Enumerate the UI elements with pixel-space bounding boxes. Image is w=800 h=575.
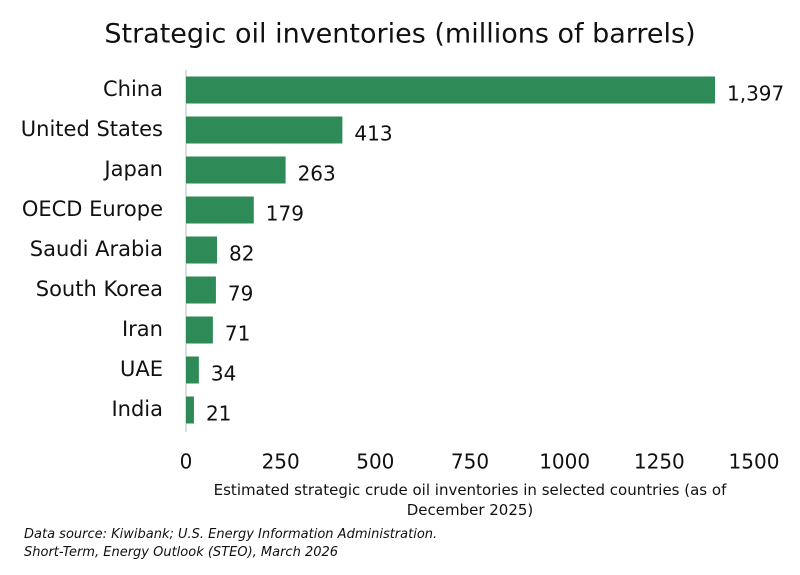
y-tick-label: Saudi Arabia [30, 237, 163, 261]
value-label: 71 [225, 322, 250, 346]
value-label: 1,397 [727, 82, 784, 106]
bar [186, 276, 216, 304]
y-tick-label: Japan [102, 157, 163, 181]
bar [186, 196, 254, 224]
value-label: 34 [211, 362, 236, 386]
bar [186, 76, 715, 104]
x-tick-label: 1500 [729, 450, 780, 474]
y-tick-label: UAE [120, 357, 163, 381]
chart-title: Strategic oil inventories (millions of b… [104, 19, 695, 50]
x-tick-label: 1000 [539, 450, 590, 474]
bar [186, 156, 286, 184]
source-note: Data source: Kiwibank; U.S. Energy Infor… [24, 526, 437, 562]
value-label: 179 [266, 202, 304, 226]
x-axis-label: Estimated strategic crude oil inventorie… [213, 481, 727, 519]
y-tick-label: South Korea [36, 277, 163, 301]
y-tick-label: OECD Europe [22, 197, 163, 221]
y-tick-label: China [103, 77, 163, 101]
x-tick-label: 750 [451, 450, 489, 474]
x-tick-label: 0 [180, 450, 193, 474]
bar [186, 116, 343, 144]
y-tick-label: Iran [122, 317, 163, 341]
bar [186, 396, 194, 424]
bar [186, 356, 199, 384]
x-tick-label: 1250 [634, 450, 685, 474]
y-tick-label: India [111, 397, 163, 421]
x-tick-label: 500 [356, 450, 394, 474]
value-label: 79 [228, 282, 253, 306]
x-tick-label: 250 [262, 450, 300, 474]
value-label: 413 [354, 122, 392, 146]
bar [186, 316, 213, 344]
value-label: 263 [298, 162, 336, 186]
y-tick-label: United States [21, 117, 163, 141]
value-label: 82 [229, 242, 254, 266]
source-line: Short-Term, Energy Outlook (STEO), March… [24, 545, 339, 560]
value-label: 21 [206, 402, 231, 426]
source-line: Data source: Kiwibank; U.S. Energy Infor… [24, 527, 438, 542]
bar [186, 236, 218, 264]
